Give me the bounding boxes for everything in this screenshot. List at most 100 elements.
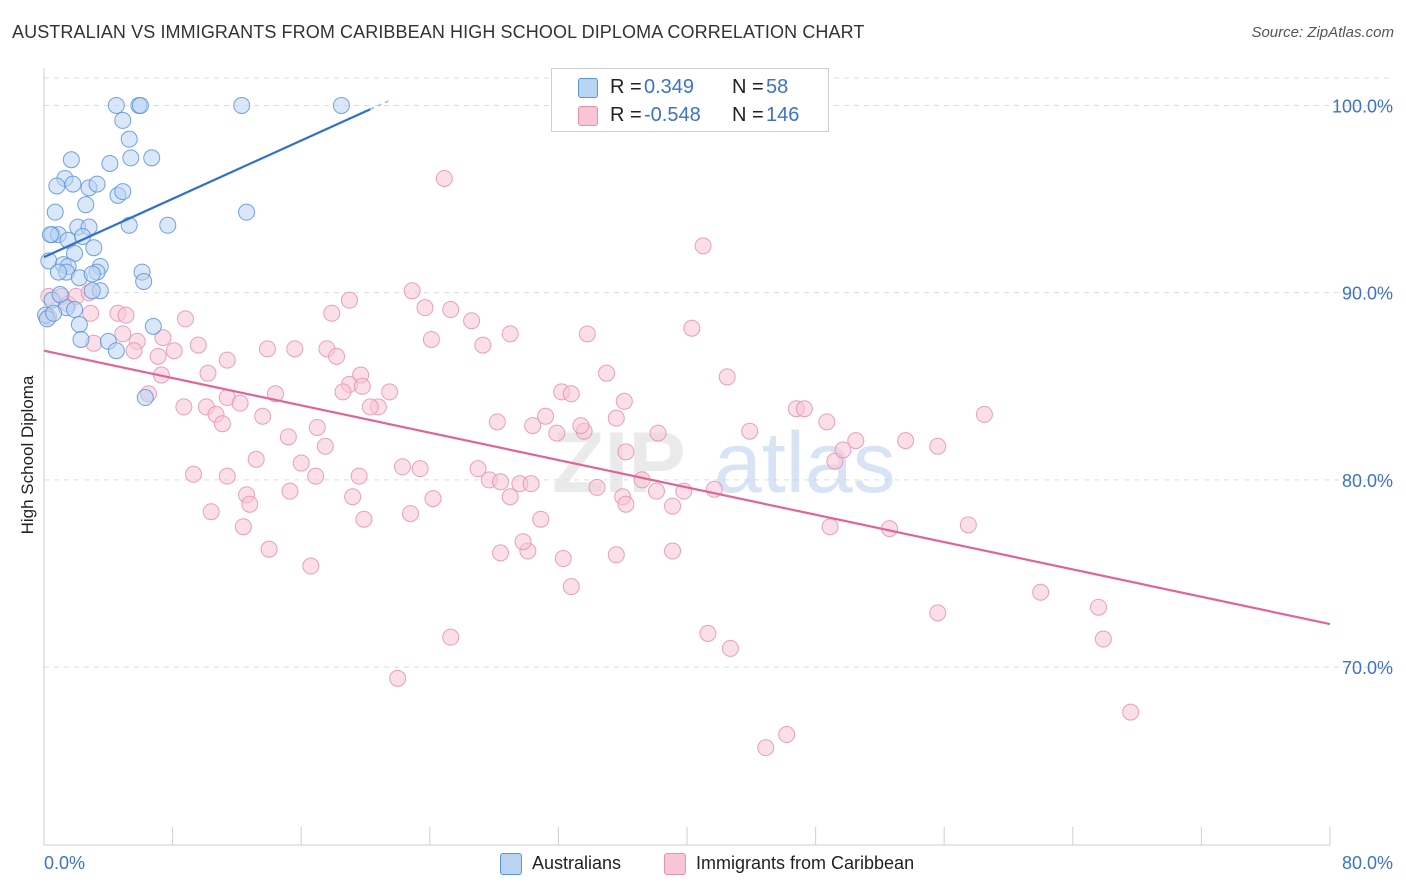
point-caribbean bbox=[350, 467, 368, 485]
series-legend: Australians Immigrants from Caribbean bbox=[0, 852, 1406, 876]
point-caribbean bbox=[647, 482, 665, 500]
point-australians bbox=[88, 175, 106, 193]
point-caribbean bbox=[929, 437, 947, 455]
point-caribbean bbox=[218, 351, 236, 369]
point-australians bbox=[72, 330, 90, 348]
point-caribbean bbox=[292, 454, 310, 472]
point-caribbean bbox=[795, 400, 813, 418]
point-caribbean bbox=[308, 418, 326, 436]
point-australians bbox=[70, 316, 88, 334]
series-australians bbox=[37, 96, 350, 407]
point-caribbean bbox=[578, 325, 596, 343]
legend-n-value: 146 bbox=[766, 104, 800, 126]
point-caribbean bbox=[537, 407, 555, 425]
x-tick-label: 0.0% bbox=[44, 853, 85, 873]
point-caribbean bbox=[381, 383, 399, 401]
point-caribbean bbox=[302, 557, 320, 575]
trend-australians-extension bbox=[370, 99, 390, 110]
point-australians bbox=[49, 263, 67, 281]
point-caribbean bbox=[554, 550, 572, 568]
point-australians bbox=[144, 317, 162, 335]
point-caribbean bbox=[607, 546, 625, 564]
point-caribbean bbox=[847, 432, 865, 450]
point-caribbean bbox=[959, 516, 977, 534]
point-caribbean bbox=[1122, 703, 1140, 721]
point-caribbean bbox=[683, 319, 701, 337]
point-caribbean bbox=[1094, 630, 1112, 648]
axes bbox=[43, 68, 1331, 846]
point-caribbean bbox=[266, 385, 284, 403]
point-australians bbox=[85, 239, 103, 257]
point-caribbean bbox=[403, 282, 421, 300]
point-australians bbox=[107, 342, 125, 360]
point-australians bbox=[41, 226, 59, 244]
y-tick-label: 90.0% bbox=[1342, 284, 1393, 304]
point-caribbean bbox=[260, 540, 278, 558]
correlation-legend: R = 0.349 N = 58 R = -0.548 N = 146 bbox=[551, 68, 829, 132]
point-australians bbox=[114, 183, 132, 201]
point-caribbean bbox=[778, 726, 796, 744]
point-australians bbox=[135, 272, 153, 290]
point-caribbean bbox=[154, 329, 172, 347]
point-caribbean bbox=[562, 578, 580, 596]
legend-n-label: N = bbox=[732, 76, 764, 98]
trend-lines bbox=[43, 99, 1331, 626]
point-caribbean bbox=[741, 422, 759, 440]
point-caribbean bbox=[463, 312, 481, 330]
point-australians bbox=[48, 177, 66, 195]
point-caribbean bbox=[231, 394, 249, 412]
point-caribbean bbox=[149, 347, 167, 365]
point-caribbean bbox=[1090, 598, 1108, 616]
point-caribbean bbox=[117, 306, 135, 324]
chart-title: AUSTRALIAN VS IMMIGRANTS FROM CARIBBEAN … bbox=[12, 22, 865, 42]
point-caribbean bbox=[694, 237, 712, 255]
point-caribbean bbox=[402, 505, 420, 523]
point-australians bbox=[83, 265, 101, 283]
point-caribbean bbox=[818, 413, 836, 431]
point-australians bbox=[66, 301, 84, 319]
point-caribbean bbox=[617, 443, 635, 461]
x-tick-label: 80.0% bbox=[1342, 853, 1393, 873]
point-caribbean bbox=[355, 510, 373, 528]
point-caribbean bbox=[234, 518, 252, 536]
point-australians bbox=[45, 304, 63, 322]
legend-swatch-pink bbox=[578, 106, 598, 126]
point-caribbean bbox=[488, 413, 506, 431]
point-caribbean bbox=[184, 465, 202, 483]
point-australians bbox=[64, 175, 82, 193]
legend-r-label: R = bbox=[610, 104, 642, 126]
point-australians bbox=[131, 96, 149, 114]
series-immigrants-from-caribbean bbox=[40, 169, 1140, 757]
point-caribbean bbox=[469, 460, 487, 478]
point-caribbean bbox=[442, 628, 460, 646]
point-caribbean bbox=[422, 330, 440, 348]
point-australians bbox=[122, 149, 140, 167]
point-australians bbox=[51, 286, 69, 304]
point-caribbean bbox=[340, 291, 358, 309]
point-caribbean bbox=[328, 347, 346, 365]
point-caribbean bbox=[424, 490, 442, 508]
point-caribbean bbox=[649, 424, 667, 442]
point-caribbean bbox=[598, 364, 616, 382]
point-australians bbox=[136, 389, 154, 407]
point-caribbean bbox=[514, 533, 532, 551]
point-caribbean bbox=[114, 325, 132, 343]
point-caribbean bbox=[548, 424, 566, 442]
legend-n-value: 58 bbox=[766, 76, 789, 98]
point-caribbean bbox=[176, 310, 194, 328]
point-caribbean bbox=[821, 518, 839, 536]
point-caribbean bbox=[323, 304, 341, 322]
point-caribbean bbox=[213, 415, 231, 433]
point-caribbean bbox=[286, 340, 304, 358]
point-caribbean bbox=[199, 364, 217, 382]
point-caribbean bbox=[834, 441, 852, 459]
point-caribbean bbox=[393, 458, 411, 476]
point-caribbean bbox=[218, 467, 236, 485]
point-caribbean bbox=[492, 544, 510, 562]
point-caribbean bbox=[757, 739, 775, 757]
point-australians bbox=[159, 216, 177, 234]
trend-australians bbox=[43, 108, 371, 259]
point-caribbean bbox=[562, 385, 580, 403]
point-caribbean bbox=[532, 510, 550, 528]
